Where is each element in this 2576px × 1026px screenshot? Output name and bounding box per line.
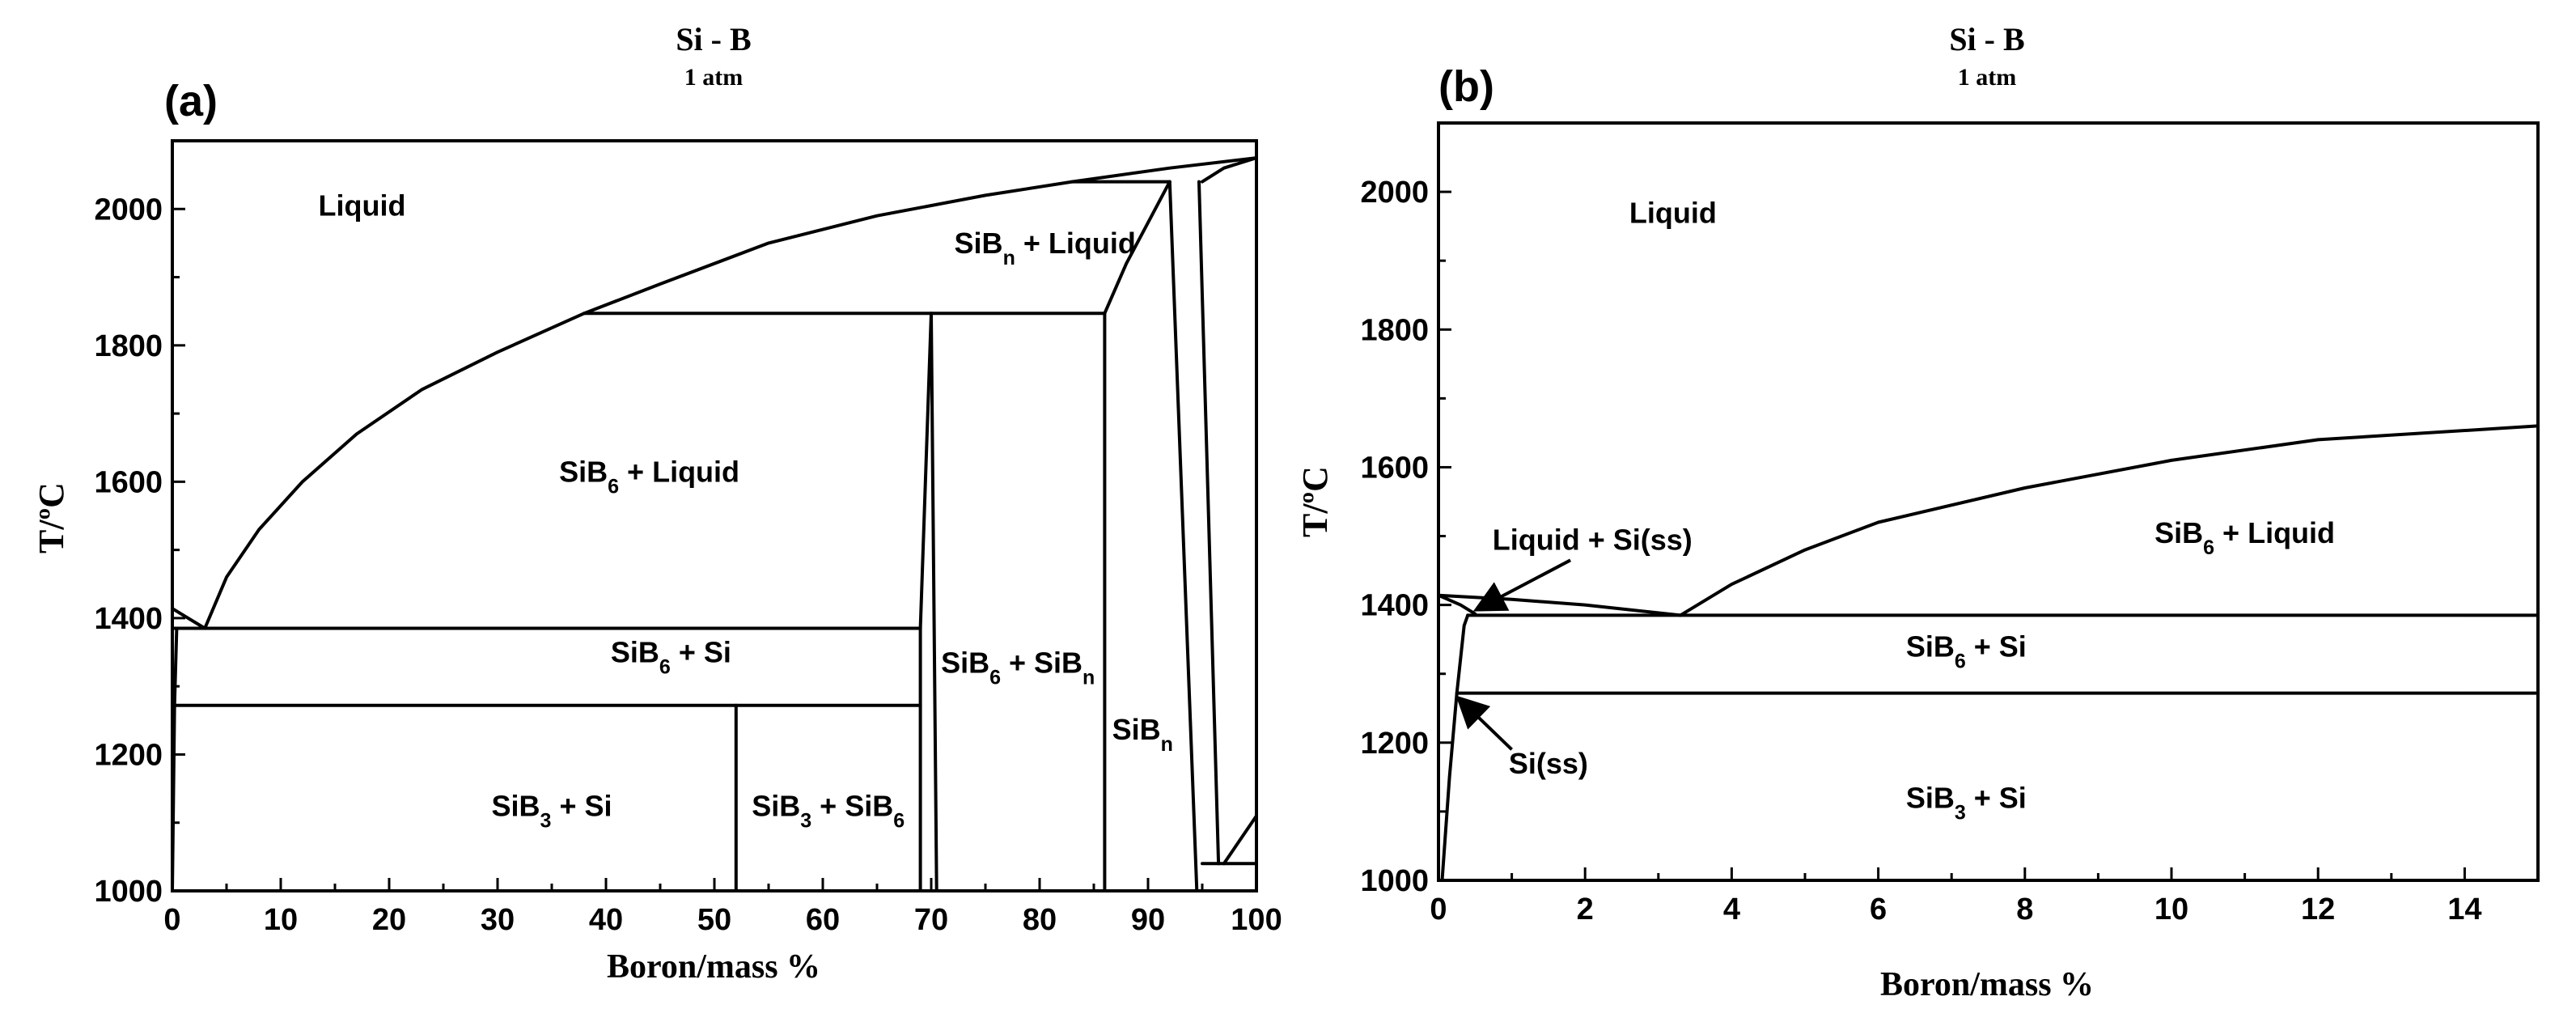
panel-b-region-label-3: SiB3 + Si (1906, 782, 2027, 825)
panel-a-phase-boundary-11 (918, 312, 933, 630)
panel-a-region-label-6: SiB3 + Si (492, 789, 612, 832)
panel-b-region-label-4: Liquid + Si(ss) (1493, 524, 1693, 557)
panel-a-phase-boundary-15 (1167, 180, 1199, 892)
panel-a-x-tick-label: 70 (914, 903, 948, 937)
panel-a-y-tick-label: 1000 (94, 875, 163, 909)
panel-b-annotation-arrow-1 (1455, 695, 1513, 751)
panel-b: Si - B 1 atm (b) Boron/mass % T/ºC 0 2 4 6 8… (1295, 21, 2540, 1003)
panel-a-x-tick-label: 80 (1023, 903, 1057, 937)
panel-a-region-label-5: SiBn (1112, 713, 1173, 756)
panel-a-y-tick-label: 1600 (94, 465, 163, 499)
panel-b-region-label-0: Liquid (1629, 196, 1717, 229)
panel-a-x-tick-label: 60 (806, 903, 840, 937)
panel-a-subtitle: 1 atm (684, 64, 743, 91)
panel-a-y-tick-label: 2000 (94, 193, 163, 227)
panel-b-x-tick-label: 10 (2154, 892, 2188, 926)
panel-a-phase-boundary-14 (1103, 180, 1171, 316)
panel-a-x-tick-label: 20 (372, 903, 406, 937)
panel-a-phase-boundary-18 (1222, 814, 1258, 866)
panel-a-phase-boundary-1 (203, 312, 587, 630)
panel-b-y-tick-label: 1800 (1360, 313, 1429, 347)
panel-b-title: Si - B (1949, 21, 2024, 57)
panel-a-region-label-2: SiB6 + Liquid (559, 455, 739, 498)
panel-a-label: (a) (164, 77, 218, 125)
panel-a-x-tick-label: 30 (481, 903, 515, 937)
panel-b-y-tick-label: 1600 (1360, 451, 1429, 485)
panel-a-phase-boundary-16 (1197, 180, 1221, 866)
panel-b-x-tick-label: 8 (2016, 892, 2033, 926)
panel-a-region-label-1: SiBn + Liquid (955, 227, 1136, 269)
panel-a-region-label-3: SiB6 + Si (611, 636, 731, 679)
panel-b-region-label-2: SiB6 + Si (1906, 630, 2027, 672)
panel-a-region-label-4: SiB6 + SiBn (941, 646, 1095, 689)
panel-b-x-axis-label: Boron/mass % (1880, 966, 2094, 1003)
panel-a-region-label-7: SiB3 + SiB6 (752, 789, 905, 832)
panel-a-plot: 0 10 20 30 40 50 60 70 80 90 100 1000 1200 1400 1600 18… (94, 139, 1282, 937)
panel-b-y-tick-label: 2000 (1360, 176, 1429, 210)
panel-b-x-tick-label: 14 (2447, 892, 2481, 926)
panel-b-y-tick-label: 1000 (1360, 864, 1429, 898)
panel-b-y-tick-label: 1200 (1360, 727, 1429, 761)
panel-b-label: (b) (1438, 62, 1494, 111)
panel-b-plot: 0 2 4 6 8 10 12 14 1000 1200 1400 1600 1800 2000 Liqui… (1360, 121, 2540, 926)
panel-a-x-axis-label: Boron/mass % (607, 948, 820, 986)
panel-a-phase-boundary-2 (583, 156, 1258, 316)
panel-b-x-tick-label: 4 (1723, 892, 1740, 926)
panel-b-plot-frame (1437, 121, 2540, 882)
panel-a-x-tick-label: 10 (264, 903, 298, 937)
panel-a-x-tick-label: 40 (589, 903, 623, 937)
panel-b-x-tick-label: 12 (2301, 892, 2335, 926)
panel-a-x-tick-label: 50 (697, 903, 731, 937)
panel-a-region-label-0: Liquid (319, 189, 406, 223)
panel-b-y-tick-label: 1400 (1360, 589, 1429, 623)
panel-b-x-tick-label: 2 (1577, 892, 1594, 926)
panel-b-x-tick-label: 0 (1430, 892, 1447, 926)
panel-a-x-tick-label: 100 (1231, 903, 1282, 937)
panel-a-y-tick-label: 1800 (94, 329, 163, 363)
panel-b-y-axis-label: T/ºC (1295, 466, 1335, 537)
panel-a-x-tick-label: 90 (1131, 903, 1165, 937)
panel-b-region-label-5: Si(ss) (1509, 747, 1588, 780)
panel-a-phase-boundary-12 (930, 312, 938, 892)
panel-b-phase-boundary-5 (1440, 613, 1470, 882)
panel-a-phase-boundary-8 (1201, 156, 1258, 184)
panel-b-phase-boundary-2 (1679, 424, 2540, 617)
panel-b-subtitle: 1 atm (1958, 64, 2016, 91)
panel-a-y-tick-label: 1200 (94, 738, 163, 772)
panel-a-x-tick-label: 0 (163, 903, 180, 937)
panel-a-y-tick-label: 1400 (94, 602, 163, 636)
panel-a-y-axis-label: T/ºC (32, 482, 71, 553)
panel-b-region-label-1: SiB6 + Liquid (2154, 516, 2335, 559)
panel-b-phase-boundary-0 (1437, 593, 1477, 616)
panel-b-x-tick-label: 6 (1870, 892, 1887, 926)
panel-a-title: Si - B (676, 21, 751, 57)
panel-b-annotation-arrow-0 (1472, 558, 1572, 612)
panel-a: Si - B 1 atm (a) Boron/mass % T/ºC 0 10 20… (32, 21, 1282, 986)
panel-a-phase-boundary-0 (171, 607, 207, 630)
